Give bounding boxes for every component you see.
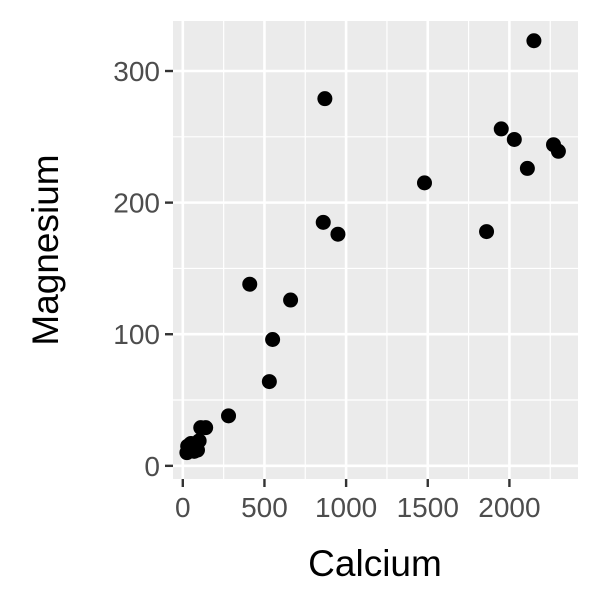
minor-gridlines (173, 21, 578, 479)
y-axis-title: Magnesium (25, 154, 66, 345)
y-tick-label: 200 (113, 188, 160, 219)
x-tick-label: 2000 (478, 492, 540, 523)
data-point (315, 214, 331, 230)
axis-ticks (165, 69, 511, 487)
data-point (283, 292, 299, 308)
x-axis-title: Calcium (308, 543, 442, 584)
data-point (519, 160, 535, 176)
data-point (416, 175, 432, 191)
x-tick-label: 1000 (315, 492, 377, 523)
data-point (198, 420, 214, 436)
data-point (191, 433, 207, 449)
data-point (550, 143, 566, 159)
x-tick-label: 500 (241, 492, 288, 523)
data-point (493, 121, 509, 137)
x-tick-label: 0 (175, 492, 191, 523)
y-tick-label: 0 (144, 451, 160, 482)
y-tick-label: 300 (113, 56, 160, 87)
data-point (265, 331, 281, 347)
data-point (526, 33, 542, 49)
data-point (261, 374, 277, 390)
x-axis-tick-labels: 0 500 1000 1500 2000 (175, 492, 541, 523)
major-gridlines (173, 21, 578, 479)
plot-panel (173, 21, 578, 479)
y-tick-label: 100 (113, 319, 160, 350)
data-point (317, 91, 333, 107)
data-point (479, 224, 495, 240)
data-point (506, 131, 522, 147)
x-tick-label: 1500 (397, 492, 459, 523)
data-point (330, 226, 346, 242)
y-axis-tick-labels: 0 100 200 300 (113, 56, 160, 482)
data-points (179, 33, 566, 461)
data-point (242, 276, 258, 292)
data-point (221, 408, 237, 424)
